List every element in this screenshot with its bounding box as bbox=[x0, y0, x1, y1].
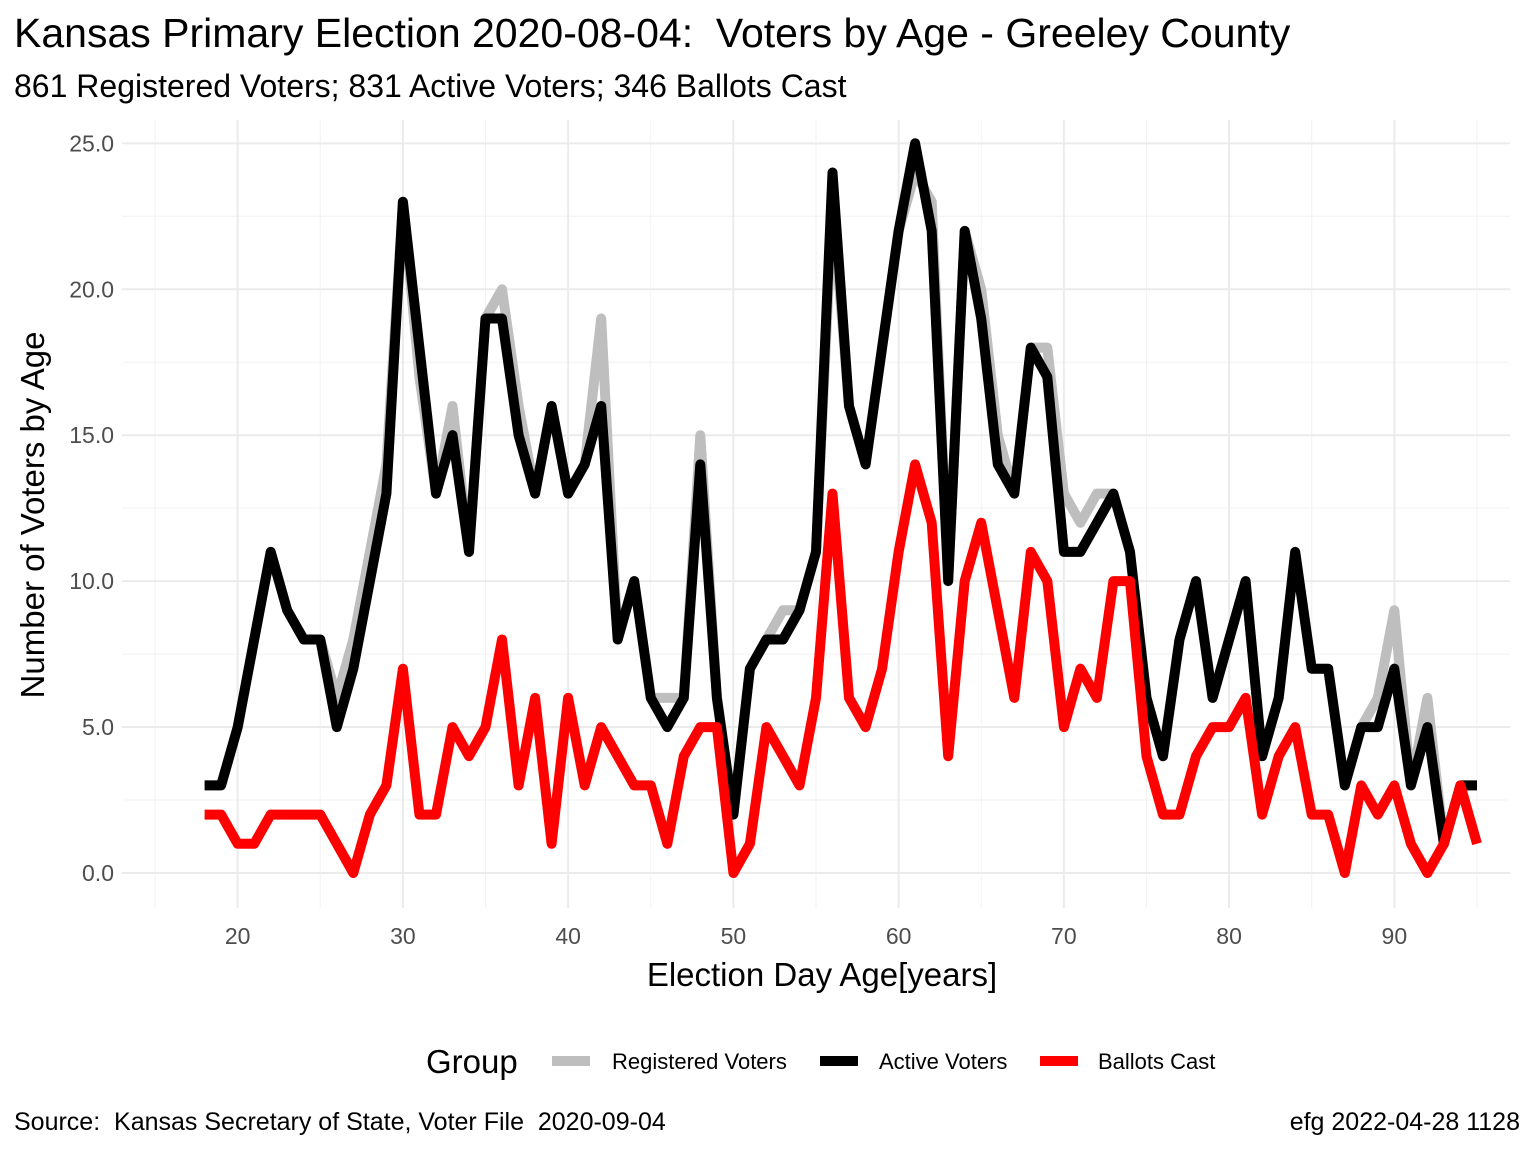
y-tick-label: 15.0 bbox=[69, 422, 114, 448]
y-tick-label: 5.0 bbox=[82, 714, 114, 740]
x-tick-label: 40 bbox=[555, 923, 581, 949]
series-lines bbox=[204, 138, 1482, 878]
author-caption: efg 2022-04-28 1128 bbox=[1289, 1108, 1520, 1136]
x-tick-label: 50 bbox=[721, 923, 747, 949]
x-axis-title: Election Day Age[years] bbox=[647, 956, 997, 993]
chart-title: Kansas Primary Election 2020-08-04: Vote… bbox=[14, 10, 1291, 56]
y-tick-labels: 0.0 5.0 10.0 15.0 20.0 25.0 bbox=[69, 130, 114, 886]
x-tick-labels: 20 30 40 50 60 70 80 90 bbox=[225, 923, 1407, 949]
legend-label-3: Ballots Cast bbox=[1098, 1049, 1215, 1074]
series-line-3 bbox=[204, 459, 1482, 878]
legend: Group Registered Voters Active Voters Ball… bbox=[426, 1043, 1215, 1080]
legend-label-1: Registered Voters bbox=[612, 1049, 787, 1074]
chart-subtitle: 861 Registered Voters; 831 Active Voters… bbox=[14, 68, 847, 104]
source-caption: Source: Kansas Secretary of State, Voter… bbox=[14, 1108, 666, 1136]
y-tick-label: 0.0 bbox=[82, 860, 114, 886]
line-chart: 0.05.010.015.020.025.0 20 30 40 50 60 70 80 90 … bbox=[14, 120, 1510, 1080]
y-tick-label: 25.0 bbox=[69, 130, 114, 156]
legend-label-2: Active Voters bbox=[879, 1049, 1007, 1074]
legend-title: Group bbox=[426, 1043, 518, 1080]
x-tick-label: 60 bbox=[886, 923, 912, 949]
y-tick-label: 10.0 bbox=[69, 568, 114, 594]
x-tick-label: 80 bbox=[1216, 923, 1242, 949]
y-axis-title: Number of Voters by Age bbox=[14, 332, 51, 699]
x-tick-label: 70 bbox=[1051, 923, 1077, 949]
x-tick-label: 30 bbox=[390, 923, 416, 949]
y-tick-label: 20.0 bbox=[69, 276, 114, 302]
x-tick-label: 90 bbox=[1382, 923, 1408, 949]
series-line-2 bbox=[204, 138, 1477, 849]
x-tick-label: 20 bbox=[225, 923, 251, 949]
